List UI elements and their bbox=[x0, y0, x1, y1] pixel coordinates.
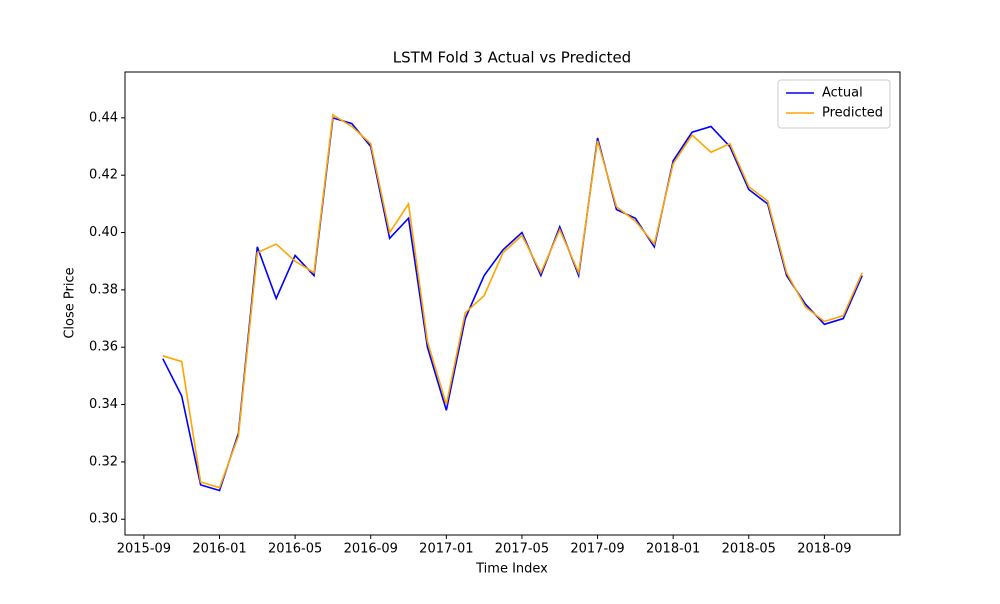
chart-title: LSTM Fold 3 Actual vs Predicted bbox=[393, 49, 631, 67]
y-axis-label: Close Price bbox=[63, 267, 78, 338]
x-axis-label: Time Index bbox=[475, 562, 548, 577]
x-tick-label: 2016-01 bbox=[192, 542, 246, 557]
x-tick-label: 2015-09 bbox=[117, 542, 171, 557]
y-tick-label: 0.38 bbox=[89, 282, 118, 297]
y-tick-label: 0.34 bbox=[89, 397, 118, 412]
legend-box bbox=[777, 79, 891, 129]
x-tick-label: 2018-05 bbox=[722, 542, 776, 557]
series-line bbox=[162, 113, 863, 489]
y-tick-label: 0.44 bbox=[89, 110, 118, 125]
x-tick-label: 2017-01 bbox=[419, 542, 473, 557]
plot-frame bbox=[124, 71, 901, 536]
x-tick-label: 2018-09 bbox=[797, 542, 851, 557]
y-tick-label: 0.40 bbox=[89, 225, 118, 240]
legend-label: Predicted bbox=[822, 106, 883, 121]
x-tick-label: 2017-05 bbox=[495, 542, 549, 557]
series-line bbox=[162, 116, 863, 492]
y-tick-label: 0.30 bbox=[89, 512, 118, 527]
x-tick-label: 2016-05 bbox=[268, 542, 322, 557]
x-tick-label: 2018-01 bbox=[646, 542, 700, 557]
x-tick-label: 2017-09 bbox=[570, 542, 624, 557]
y-tick-label: 0.42 bbox=[89, 168, 118, 183]
y-tick-label: 0.32 bbox=[89, 454, 118, 469]
y-tick-label: 0.36 bbox=[89, 340, 118, 355]
x-tick-label: 2016-09 bbox=[344, 542, 398, 557]
legend-label: Actual bbox=[822, 86, 863, 101]
